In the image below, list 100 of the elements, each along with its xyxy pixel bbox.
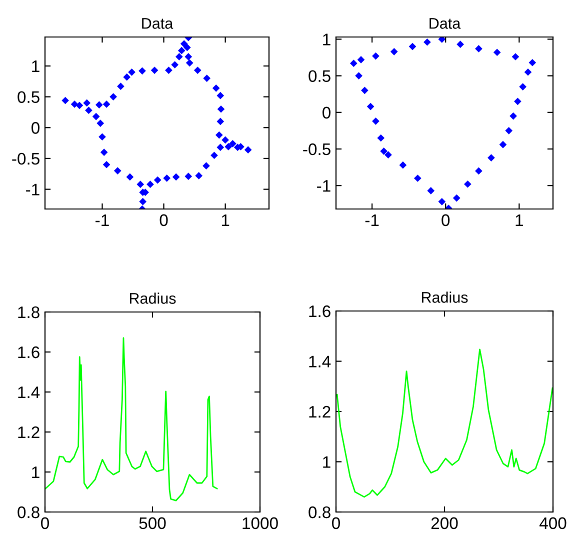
y-tick-label: 1.2 <box>18 426 40 438</box>
point <box>216 92 224 100</box>
x-tick-label: 1000 <box>242 517 278 530</box>
y-tick-label: 0 <box>322 106 330 119</box>
point <box>244 146 252 154</box>
point <box>178 46 186 54</box>
y-tick-label: 1.6 <box>18 346 40 358</box>
point <box>456 40 464 48</box>
line-series <box>45 337 218 502</box>
point <box>377 134 385 142</box>
x-tick-label: 0 <box>332 517 340 530</box>
x-tick-label: 0 <box>160 214 168 226</box>
point <box>136 180 144 188</box>
point <box>488 154 495 162</box>
point <box>76 102 84 110</box>
point <box>150 66 158 74</box>
point <box>195 172 203 180</box>
point <box>493 48 501 56</box>
chart-title: Data <box>430 18 461 29</box>
point <box>154 176 162 184</box>
point <box>380 148 388 155</box>
point <box>350 60 358 68</box>
y-tick-label: -0.5 <box>303 143 330 156</box>
point <box>361 86 368 94</box>
x-tick-label: 0 <box>41 517 49 530</box>
x-tick-label: -1 <box>365 214 379 226</box>
point <box>384 151 392 159</box>
y-tick-label: 0.5 <box>18 91 40 103</box>
point <box>114 167 122 174</box>
point <box>172 173 180 181</box>
point <box>83 99 91 107</box>
point <box>98 133 106 141</box>
y-tick-label: 1.4 <box>309 356 331 368</box>
point <box>146 180 154 188</box>
x-tick-label: 500 <box>139 517 166 530</box>
point <box>216 118 224 126</box>
point <box>180 40 188 48</box>
y-tick-label: 1 <box>323 34 330 46</box>
point <box>102 100 110 108</box>
line-series <box>336 348 553 498</box>
point <box>62 96 69 104</box>
point <box>355 72 362 80</box>
point <box>452 194 460 202</box>
point <box>215 131 223 139</box>
point <box>408 42 416 50</box>
y-tick-label: 0 <box>32 122 40 134</box>
y-tick-label: 1 <box>32 466 40 478</box>
point <box>424 38 431 46</box>
point <box>175 53 183 60</box>
point <box>92 112 100 120</box>
y-tick-label: 1 <box>323 456 330 468</box>
point <box>399 161 407 169</box>
point <box>357 56 365 64</box>
point <box>414 174 422 182</box>
y-tick-label: 1.8 <box>18 306 40 318</box>
point <box>366 102 374 110</box>
point <box>464 180 472 188</box>
point <box>123 73 131 81</box>
point <box>138 67 146 75</box>
point <box>186 59 194 67</box>
point <box>117 82 124 90</box>
point <box>512 53 520 60</box>
x-tick-label: 200 <box>431 517 458 530</box>
chart-title: Radius <box>422 292 468 303</box>
point <box>102 160 110 168</box>
point <box>165 66 172 74</box>
point <box>475 45 482 52</box>
point <box>528 58 536 66</box>
point <box>505 127 513 134</box>
y-tick-label: 0.8 <box>18 506 40 518</box>
point <box>85 106 92 114</box>
point <box>229 140 236 148</box>
x-tick-label: 1 <box>222 214 230 226</box>
y-tick-label: 1.2 <box>309 406 330 418</box>
y-tick-label: 1 <box>32 60 40 72</box>
y-tick-label: -1 <box>317 180 330 192</box>
point <box>372 52 380 60</box>
point <box>224 143 232 150</box>
point <box>95 101 103 108</box>
point <box>510 112 517 120</box>
point <box>171 61 179 68</box>
chart-title: Data <box>142 18 174 29</box>
chart-title: Radius <box>130 292 176 304</box>
point <box>184 53 192 60</box>
point <box>390 48 398 56</box>
y-tick-label: 1.4 <box>18 386 40 398</box>
point <box>519 83 527 90</box>
point <box>128 68 136 76</box>
y-tick-label: 0.5 <box>308 70 330 82</box>
point <box>202 162 210 170</box>
point <box>184 172 192 180</box>
point <box>438 198 446 206</box>
point <box>212 84 220 92</box>
y-tick-label: 1.6 <box>309 305 330 318</box>
point <box>427 187 435 194</box>
x-tick-label: -1 <box>96 214 109 226</box>
point <box>524 68 532 76</box>
y-tick-label: -0.5 <box>12 152 40 165</box>
point <box>216 144 224 152</box>
point <box>194 66 202 74</box>
